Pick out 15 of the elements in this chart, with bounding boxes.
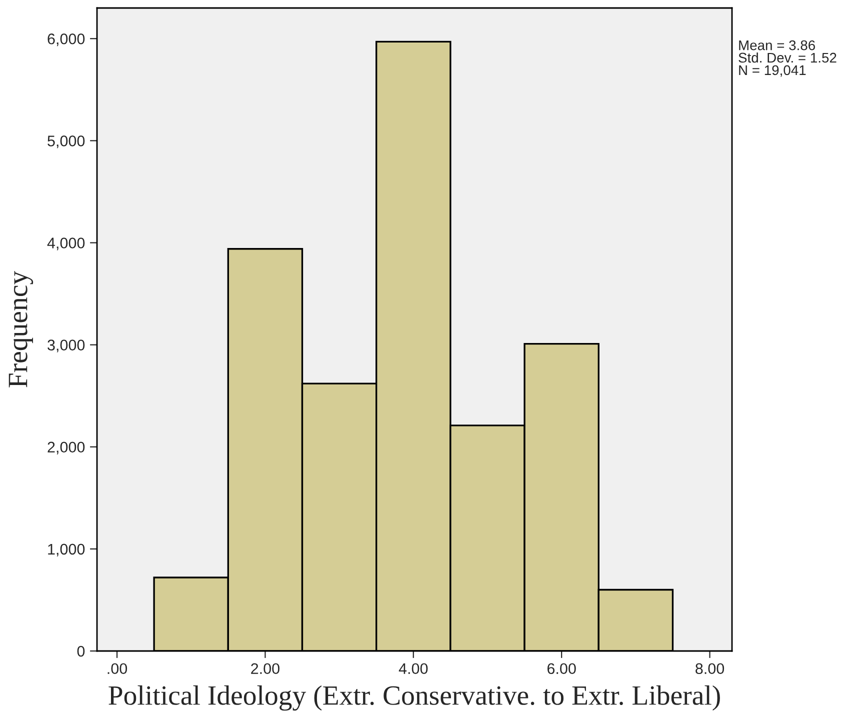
x-axis-title: Political Ideology (Extr. Conservative. to Extr. Liberal) (108, 685, 720, 711)
x-tick-label: 6.00 (547, 663, 576, 674)
y-tick-label: 4,000 (47, 238, 85, 250)
x-tick-label: .00 (108, 663, 128, 674)
text: Mean = 3.86 Std. Dev. = 1.52 N = 19,041 (738, 40, 836, 77)
y-tick-label: 2,000 (48, 442, 85, 454)
y-tick-label: 0 (77, 646, 85, 657)
x-tick-label: 8.00 (696, 663, 724, 674)
x-tick-label: 4.00 (398, 663, 428, 674)
y-tick-label: 1,000 (48, 544, 85, 556)
y-axis-title: Frequency (8, 270, 34, 388)
y-tick-label: 5,000 (48, 136, 85, 148)
x-tick-label: 2.00 (251, 663, 280, 674)
y-tick-label: 3,000 (48, 340, 85, 352)
y-tick-label: 6,000 (48, 33, 85, 46)
